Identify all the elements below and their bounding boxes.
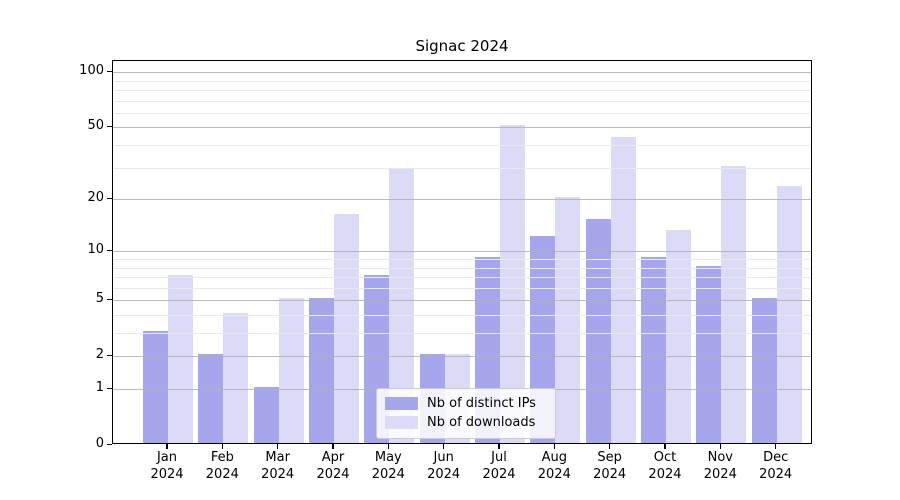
bar-downloads-mar <box>278 298 304 443</box>
x-tick-label: Dec 2024 <box>759 450 793 482</box>
bar-distinct-ips-feb <box>198 354 224 443</box>
x-tick-label: Jun 2024 <box>427 450 461 482</box>
bar-downloads-nov <box>721 165 747 443</box>
x-tick-label: Nov 2024 <box>703 450 737 482</box>
x-tick-mark <box>387 444 390 449</box>
y-tick-mark <box>107 249 112 252</box>
x-tick-mark <box>277 444 279 449</box>
x-tick-label: Apr 2024 <box>316 450 350 482</box>
y-tick-label: 5 <box>95 291 104 307</box>
x-tick-label: Sep 2024 <box>593 450 627 482</box>
x-tick-label: Jan 2024 <box>150 450 184 482</box>
bars-layer <box>113 61 811 443</box>
bar-downloads-jan <box>167 275 193 443</box>
x-tick-label: Aug 2024 <box>537 450 571 482</box>
bar-distinct-ips-dec <box>751 298 777 443</box>
bar-distinct-ips-mar <box>253 387 279 443</box>
y-tick-label: 100 <box>79 63 104 79</box>
bar-downloads-apr <box>333 214 359 443</box>
x-tick-mark <box>719 444 722 449</box>
x-tick-label: Mar 2024 <box>261 450 295 482</box>
y-tick-mark <box>107 354 112 357</box>
bar-distinct-ips-apr <box>308 298 334 443</box>
legend-item-distinct-ips: Nb of distinct IPs <box>385 394 547 413</box>
y-tick-label: 20 <box>87 190 104 206</box>
bar-distinct-ips-oct <box>640 257 666 443</box>
bar-distinct-ips-sep <box>585 219 611 443</box>
legend-label-distinct-ips: Nb of distinct IPs <box>427 396 536 411</box>
x-tick-mark <box>609 444 611 449</box>
x-tick-mark <box>775 444 777 449</box>
y-tick-mark <box>107 125 112 128</box>
bar-downloads-sep <box>610 137 636 443</box>
x-tick-label: Jul 2024 <box>482 450 516 482</box>
y-tick-mark <box>107 197 112 199</box>
legend-swatch-downloads <box>385 416 418 429</box>
y-tick-mark <box>107 387 112 389</box>
x-tick-label: Feb 2024 <box>205 450 239 482</box>
bar-downloads-dec <box>776 186 802 443</box>
x-tick-mark <box>498 444 500 449</box>
legend-swatch-distinct-ips <box>385 397 418 410</box>
plot-area <box>112 60 812 444</box>
chart-title: Signac 2024 <box>415 37 509 55</box>
y-tick-label: 2 <box>95 347 104 363</box>
legend-label-downloads: Nb of downloads <box>427 415 536 430</box>
y-tick-label: 0 <box>95 436 104 451</box>
x-tick-label: May 2024 <box>371 450 405 482</box>
x-tick-label: Oct 2024 <box>648 450 682 482</box>
legend: Nb of distinct IPs Nb of downloads <box>376 388 556 439</box>
y-tick-mark <box>107 298 112 301</box>
y-tick-label: 10 <box>87 242 104 258</box>
x-tick-mark <box>664 444 666 449</box>
x-tick-mark <box>166 444 168 449</box>
x-tick-mark <box>332 444 334 449</box>
x-tick-mark <box>443 444 445 449</box>
bar-downloads-feb <box>223 313 249 443</box>
x-tick-mark <box>553 444 556 449</box>
y-tick-label: 1 <box>95 380 104 395</box>
x-tick-mark <box>221 444 224 449</box>
bar-distinct-ips-jan <box>142 331 168 443</box>
legend-item-downloads: Nb of downloads <box>385 413 547 432</box>
y-tick-label: 50 <box>87 118 104 134</box>
bar-downloads-aug <box>555 197 581 443</box>
y-tick-mark <box>107 443 112 445</box>
bar-downloads-oct <box>665 229 691 443</box>
bar-distinct-ips-nov <box>696 265 722 443</box>
y-tick-mark <box>107 70 112 72</box>
